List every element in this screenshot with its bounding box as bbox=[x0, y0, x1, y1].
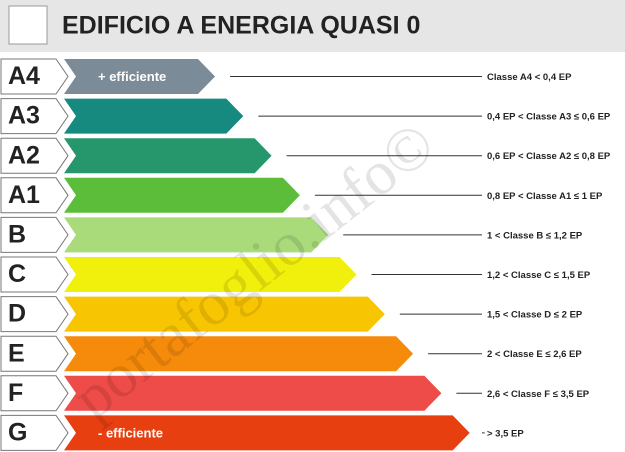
class-arrow bbox=[64, 98, 244, 134]
rows: A4 + efficiente Classe A4 < 0,4 EP A3 0,4 EP… bbox=[0, 58, 611, 451]
class-arrow bbox=[64, 257, 357, 292]
class-description: 2 < Classe E ≤ 2,6 EP bbox=[487, 349, 582, 360]
header-title: EDIFICIO A ENERGIA QUASI 0 bbox=[62, 12, 420, 40]
class-description: 1 < Classe B ≤ 1,2 EP bbox=[487, 230, 583, 241]
class-description: Classe A4 < 0,4 EP bbox=[487, 72, 572, 83]
class-label: D bbox=[8, 300, 26, 328]
class-arrow bbox=[64, 217, 329, 253]
label-box bbox=[0, 58, 69, 95]
class-description: 0,6 EP < Classe A2 ≤ 0,8 EP bbox=[487, 151, 611, 162]
class-arrow bbox=[64, 177, 300, 213]
class-label: A3 bbox=[8, 102, 40, 130]
class-label: B bbox=[8, 221, 26, 249]
class-arrow bbox=[64, 59, 215, 94]
class-label: E bbox=[8, 339, 25, 367]
label-box bbox=[0, 296, 69, 333]
label-box bbox=[0, 335, 69, 372]
class-description: 0,4 EP < Classe A3 ≤ 0,6 EP bbox=[487, 112, 611, 123]
label-box bbox=[0, 375, 69, 412]
class-arrow bbox=[64, 415, 470, 451]
class-arrow bbox=[64, 138, 272, 174]
arrow-text: - efficiente bbox=[98, 425, 163, 440]
class-label: F bbox=[8, 379, 23, 407]
header-band bbox=[0, 0, 625, 52]
class-label: G bbox=[8, 419, 27, 447]
class-description: 1,5 < Classe D ≤ 2 EP bbox=[487, 310, 583, 321]
class-description: 0,8 EP < Classe A1 ≤ 1 EP bbox=[487, 191, 603, 202]
class-description: > 3,5 EP bbox=[487, 428, 524, 439]
class-arrow bbox=[64, 375, 442, 411]
class-label: A1 bbox=[8, 181, 40, 209]
class-label: A2 bbox=[8, 141, 40, 169]
label-box bbox=[0, 216, 69, 253]
class-description: 1,2 < Classe C ≤ 1,5 EP bbox=[487, 270, 591, 281]
class-arrow bbox=[64, 336, 414, 372]
class-label: C bbox=[8, 260, 26, 288]
header-box bbox=[8, 5, 48, 45]
label-box bbox=[0, 414, 69, 451]
class-label: A4 bbox=[8, 62, 40, 90]
class-arrow bbox=[64, 296, 385, 332]
label-box bbox=[0, 137, 69, 174]
class-description: 2,6 < Classe F ≤ 3,5 EP bbox=[487, 389, 590, 400]
label-box bbox=[0, 256, 69, 293]
label-box bbox=[0, 177, 69, 214]
label-box bbox=[0, 98, 69, 135]
arrow-text: + efficiente bbox=[98, 69, 166, 84]
